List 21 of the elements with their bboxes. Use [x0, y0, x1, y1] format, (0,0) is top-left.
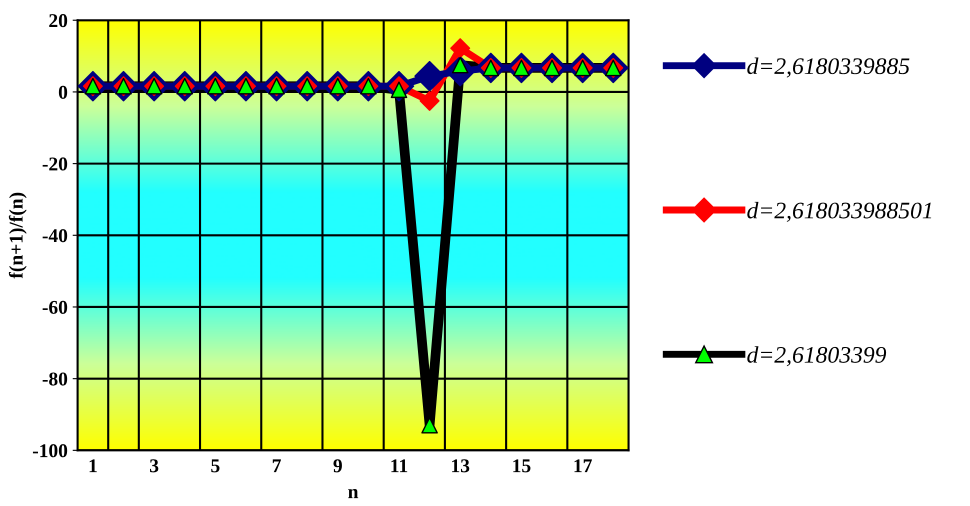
- legend-label: d=2,6180339885: [747, 58, 910, 78]
- x-tick-label: 9: [333, 459, 342, 472]
- y-axis-title: f(n+1)/f(n): [8, 192, 27, 278]
- x-tick-label: 5: [211, 459, 220, 472]
- legend-label: d=2,61803399: [747, 346, 886, 366]
- x-tick-label: 7: [272, 459, 281, 472]
- y-tick-label: -60: [42, 300, 68, 314]
- y-tick-label: 0: [58, 86, 68, 99]
- legend-label: d=2,618033988501: [747, 202, 932, 222]
- y-tick-label: -80: [42, 372, 68, 386]
- y-tick-label: -40: [42, 229, 68, 242]
- y-tick-label: -20: [42, 157, 68, 171]
- y-tick-label: -100: [32, 444, 68, 458]
- x-tick-label: 17: [574, 459, 592, 472]
- y-tick-label: 20: [49, 14, 68, 28]
- x-tick-label: 15: [513, 459, 530, 472]
- x-tick-label: 3: [150, 459, 158, 472]
- x-axis-title: n: [348, 488, 358, 498]
- x-tick-label: 11: [391, 459, 408, 472]
- x-tick-label: 13: [452, 459, 470, 472]
- x-tick-label: 1: [90, 459, 97, 472]
